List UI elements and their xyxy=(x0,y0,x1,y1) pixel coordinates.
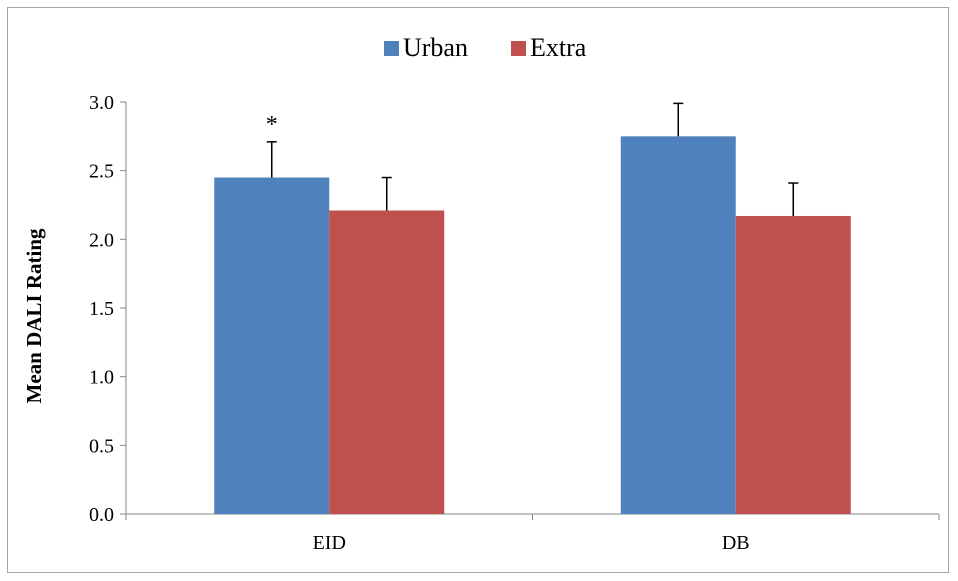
legend-swatch-extra xyxy=(511,41,526,56)
y-tick-label: 3.0 xyxy=(89,92,114,114)
y-tick-label: 1.5 xyxy=(89,298,114,320)
x-category-label: DB xyxy=(722,532,750,554)
y-tick-label: 1.0 xyxy=(89,367,114,389)
bar-urban-db xyxy=(620,136,736,515)
annotations: * xyxy=(266,112,278,138)
error-bars xyxy=(266,102,799,216)
x-axis: EID DB xyxy=(125,513,940,554)
legend-swatch-urban xyxy=(384,41,399,56)
x-category-label: EID xyxy=(313,532,346,554)
y-axis-label: Mean DALI Rating xyxy=(22,228,46,404)
significance-marker: * xyxy=(266,112,278,138)
y-tick-label: 2.5 xyxy=(89,161,114,183)
legend-label-urban: Urban xyxy=(403,33,468,62)
bar-extra-db xyxy=(735,215,851,514)
bar-extra-eid xyxy=(329,210,445,514)
bars xyxy=(214,136,851,515)
y-tick-label: 0.0 xyxy=(89,504,114,526)
y-axis: 0.0 0.5 1.0 1.5 2.0 2.5 3.0 xyxy=(89,92,127,526)
y-tick-label: 0.5 xyxy=(89,435,114,457)
y-tick-label: 2.0 xyxy=(89,229,114,251)
bar-urban-eid xyxy=(214,177,330,515)
legend-label-extra: Extra xyxy=(530,33,587,62)
legend: Urban Extra xyxy=(384,33,587,62)
